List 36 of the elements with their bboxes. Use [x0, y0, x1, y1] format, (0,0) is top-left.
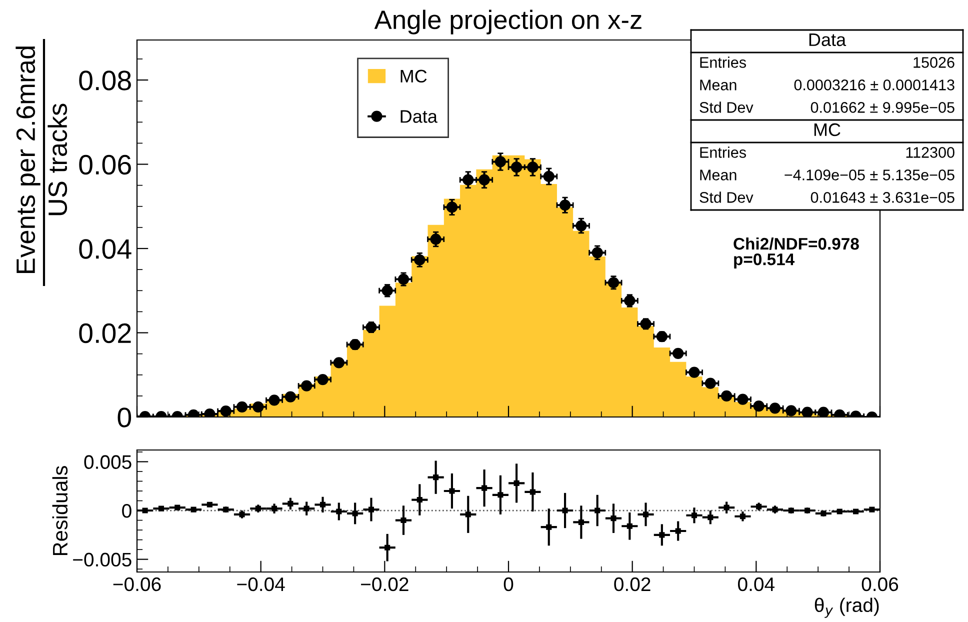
x-tick-label: −0.02 [361, 577, 408, 592]
y-tick-label: 0.08 [79, 70, 131, 90]
annotation: Entries [700, 146, 746, 158]
x-tick-label: 0.06 [862, 577, 898, 592]
annotation: 0.01643 ± 3.631e−05 [810, 192, 954, 203]
annotation: Chi2/NDF=0.978 p=0.514 [734, 237, 859, 269]
y-tick-label: −0.005 [73, 552, 132, 567]
x-tick-label: −0.06 [113, 577, 161, 592]
annotation: MC [814, 123, 840, 136]
y-axis-title: Residuals [52, 466, 68, 556]
annotation: 0.01662 ± 9.995e−05 [810, 102, 954, 113]
legend-label: MC [400, 70, 427, 83]
annotation: Std Dev [700, 102, 754, 113]
annotation: Std Dev [700, 192, 754, 203]
y-tick-label: 0.04 [79, 239, 132, 259]
legend-label: Data [400, 110, 438, 123]
x-tick-label: −0.04 [237, 577, 285, 592]
text: 15026 [914, 57, 954, 68]
y-tick-label: 0.005 [84, 455, 132, 469]
y-axis-title: Events per 2.6mrad US tracks [16, 46, 68, 273]
annotation: Data [809, 33, 846, 46]
annotation: Mean [700, 80, 736, 90]
chart-title: Angle projection on x-z [374, 10, 642, 34]
y-tick-label: 0.06 [79, 154, 131, 175]
annotation: 0.0003216 ± 0.0001413 [794, 80, 954, 90]
y-tick-label: 0 [122, 504, 132, 518]
x-tick-label: 0 [504, 577, 514, 592]
text: 112300 [906, 147, 954, 158]
x-tick-label: 0.02 [614, 577, 650, 592]
y-tick-label: 0 [118, 408, 132, 428]
x-tick-label: 0.04 [738, 577, 775, 592]
y-tick-label: 0.02 [79, 323, 131, 344]
annotation: Mean [700, 170, 736, 180]
x-axis-title: θ$_{y}$ (rad) [814, 598, 879, 618]
annotation: Entries [700, 56, 746, 68]
annotation: −4.109e−05 ± 5.135e−05 [784, 170, 954, 180]
